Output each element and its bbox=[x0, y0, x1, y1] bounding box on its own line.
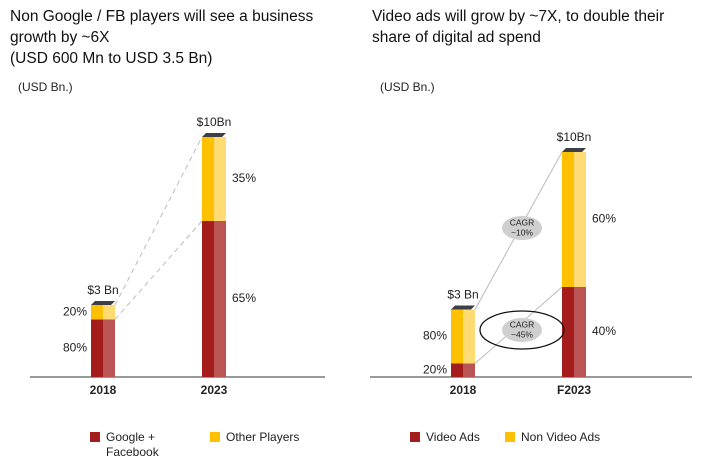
y-axis-label: (USD Bn.) bbox=[380, 80, 435, 94]
bar-segment-side bbox=[463, 309, 475, 364]
bar-segment bbox=[91, 305, 103, 320]
bar-segment-shade bbox=[463, 309, 475, 364]
annotation-text: CAGR bbox=[510, 319, 535, 329]
annotation-bubble bbox=[502, 216, 542, 240]
data-label: 65% bbox=[232, 291, 256, 305]
bar-segment-shade bbox=[214, 137, 226, 221]
bar-segment bbox=[562, 152, 574, 287]
bar-segment-side bbox=[574, 152, 586, 287]
legend-swatch bbox=[410, 432, 420, 442]
bar-segment-shade bbox=[103, 319, 115, 377]
data-label: 80% bbox=[63, 340, 87, 354]
legend-item: Google + Facebook bbox=[90, 430, 176, 460]
bar-segment bbox=[451, 363, 463, 377]
legend-swatch bbox=[505, 432, 515, 442]
total-label: $10Bn bbox=[557, 130, 592, 144]
bar-segment-shade bbox=[214, 221, 226, 377]
bar-cap bbox=[451, 305, 475, 310]
legend-label: Other Players bbox=[226, 430, 300, 444]
annotation-bubble bbox=[502, 318, 542, 342]
chart-title: Non Google / FB players will see a busin… bbox=[10, 8, 314, 46]
connector bbox=[114, 220, 203, 320]
bar-segment bbox=[451, 309, 463, 364]
bar-segment-side bbox=[214, 137, 226, 221]
bar-segment-side bbox=[103, 319, 115, 377]
bar-cap bbox=[562, 148, 586, 152]
x-tick-label: 2018 bbox=[450, 383, 477, 397]
bar-segment-side bbox=[214, 221, 226, 377]
bar-segment-side bbox=[574, 287, 586, 377]
bar-cap bbox=[202, 133, 226, 137]
y-axis-label: (USD Bn.) bbox=[18, 80, 73, 94]
x-tick-label: F2023 bbox=[557, 383, 591, 397]
annotation-text: ~10% bbox=[511, 227, 533, 237]
legend-item: Video Ads bbox=[410, 430, 506, 445]
total-label: $3 Bn bbox=[447, 288, 478, 302]
x-tick-label: 2018 bbox=[90, 383, 117, 397]
bar-segment bbox=[202, 221, 214, 377]
data-label: 80% bbox=[423, 329, 447, 343]
chart-subtitle: (USD 600 Mn to USD 3.5 Bn) bbox=[10, 50, 213, 67]
connector bbox=[114, 136, 203, 306]
legend-swatch bbox=[90, 432, 100, 442]
bar-cap bbox=[91, 301, 115, 305]
chart-title: Video ads will grow by ~7X, to double th… bbox=[372, 8, 665, 46]
annotation-text: ~45% bbox=[511, 329, 533, 339]
bar-segment-shade bbox=[103, 305, 115, 320]
legend-label: Non Video Ads bbox=[521, 430, 601, 444]
total-label: $10Bn bbox=[197, 115, 232, 129]
bar-segment-shade bbox=[574, 152, 586, 287]
legend-item: Other Players bbox=[210, 430, 326, 445]
bar-segment-side bbox=[103, 305, 115, 320]
legend-label: Video Ads bbox=[426, 430, 480, 444]
bar-segment bbox=[91, 319, 103, 377]
data-label: 40% bbox=[592, 324, 616, 338]
legend-swatch bbox=[210, 432, 220, 442]
data-label: 60% bbox=[592, 212, 616, 226]
bar-segment-shade bbox=[574, 287, 586, 377]
bar-segment-shade bbox=[463, 363, 475, 377]
annotation-ring bbox=[479, 310, 565, 350]
legend-item: Non Video Ads bbox=[505, 430, 631, 445]
total-label: $3 Bn bbox=[87, 283, 118, 297]
x-tick-label: 2023 bbox=[201, 383, 228, 397]
data-label: 20% bbox=[63, 304, 87, 318]
bar-segment bbox=[202, 137, 214, 221]
legend-label: Google + Facebook bbox=[106, 430, 159, 459]
data-label: 35% bbox=[232, 171, 256, 185]
bar-segment-side bbox=[463, 363, 475, 377]
data-label: 20% bbox=[423, 362, 447, 376]
bar-segment bbox=[562, 287, 574, 377]
annotation-text: CAGR bbox=[510, 217, 535, 227]
